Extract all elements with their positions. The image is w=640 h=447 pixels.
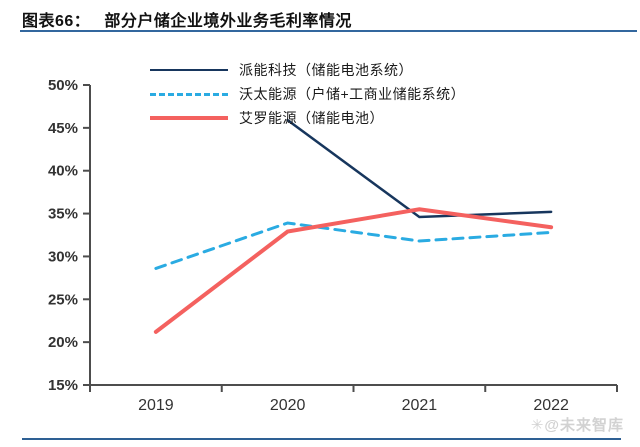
watermark-text: @未来智库 — [544, 417, 624, 434]
bottom-divider — [22, 438, 621, 440]
y-tick-label: 50% — [48, 77, 78, 94]
x-tick-label: 2019 — [138, 397, 174, 414]
chart-legend: 派能科技（储能电池系统） 沃太能源（户储+工商业储能系统） 艾罗能源（储能电池） — [150, 58, 465, 130]
y-tick-label: 15% — [48, 377, 78, 394]
series-line-1 — [154, 221, 553, 270]
legend-item-pylontech: 派能科技（储能电池系统） — [150, 58, 465, 82]
watermark-logo-icon: ✳ — [530, 417, 545, 434]
legend-label: 沃太能源（户储+工商业储能系统） — [239, 86, 466, 102]
y-tick-label: 30% — [48, 248, 78, 265]
legend-item-solax: 艾罗能源（储能电池） — [150, 106, 465, 130]
x-tick-label: 2022 — [533, 397, 569, 414]
legend-label: 派能科技（储能电池系统） — [239, 62, 413, 78]
series-line-0 — [286, 118, 553, 219]
figure-number-label: 图表66： — [22, 13, 91, 30]
legend-label: 艾罗能源（储能电池） — [239, 110, 384, 126]
watermark: ✳@未来智库 — [531, 414, 624, 435]
figure-title: 部分户储企业境外业务毛利率情况 — [104, 13, 352, 30]
y-tick-label: 25% — [48, 291, 78, 308]
y-tick-label: 45% — [48, 120, 78, 137]
navy-solid-line-swatch — [150, 69, 228, 71]
title-divider — [20, 30, 637, 32]
figure-title-row: 图表66： 部分户储企业境外业务毛利率情况 — [22, 7, 622, 31]
legend-item-weiheng: 沃太能源（户储+工商业储能系统） — [150, 82, 465, 106]
series-line-2 — [153, 207, 554, 334]
axes — [89, 85, 617, 386]
blue-dashed-line-swatch — [150, 92, 228, 96]
y-tick-label: 35% — [48, 206, 78, 223]
x-tick-label: 2020 — [270, 397, 306, 414]
y-tick-label: 20% — [48, 334, 78, 351]
x-tick-label: 2021 — [402, 397, 438, 414]
red-solid-line-swatch — [150, 116, 228, 120]
y-tick-label: 40% — [48, 163, 78, 180]
